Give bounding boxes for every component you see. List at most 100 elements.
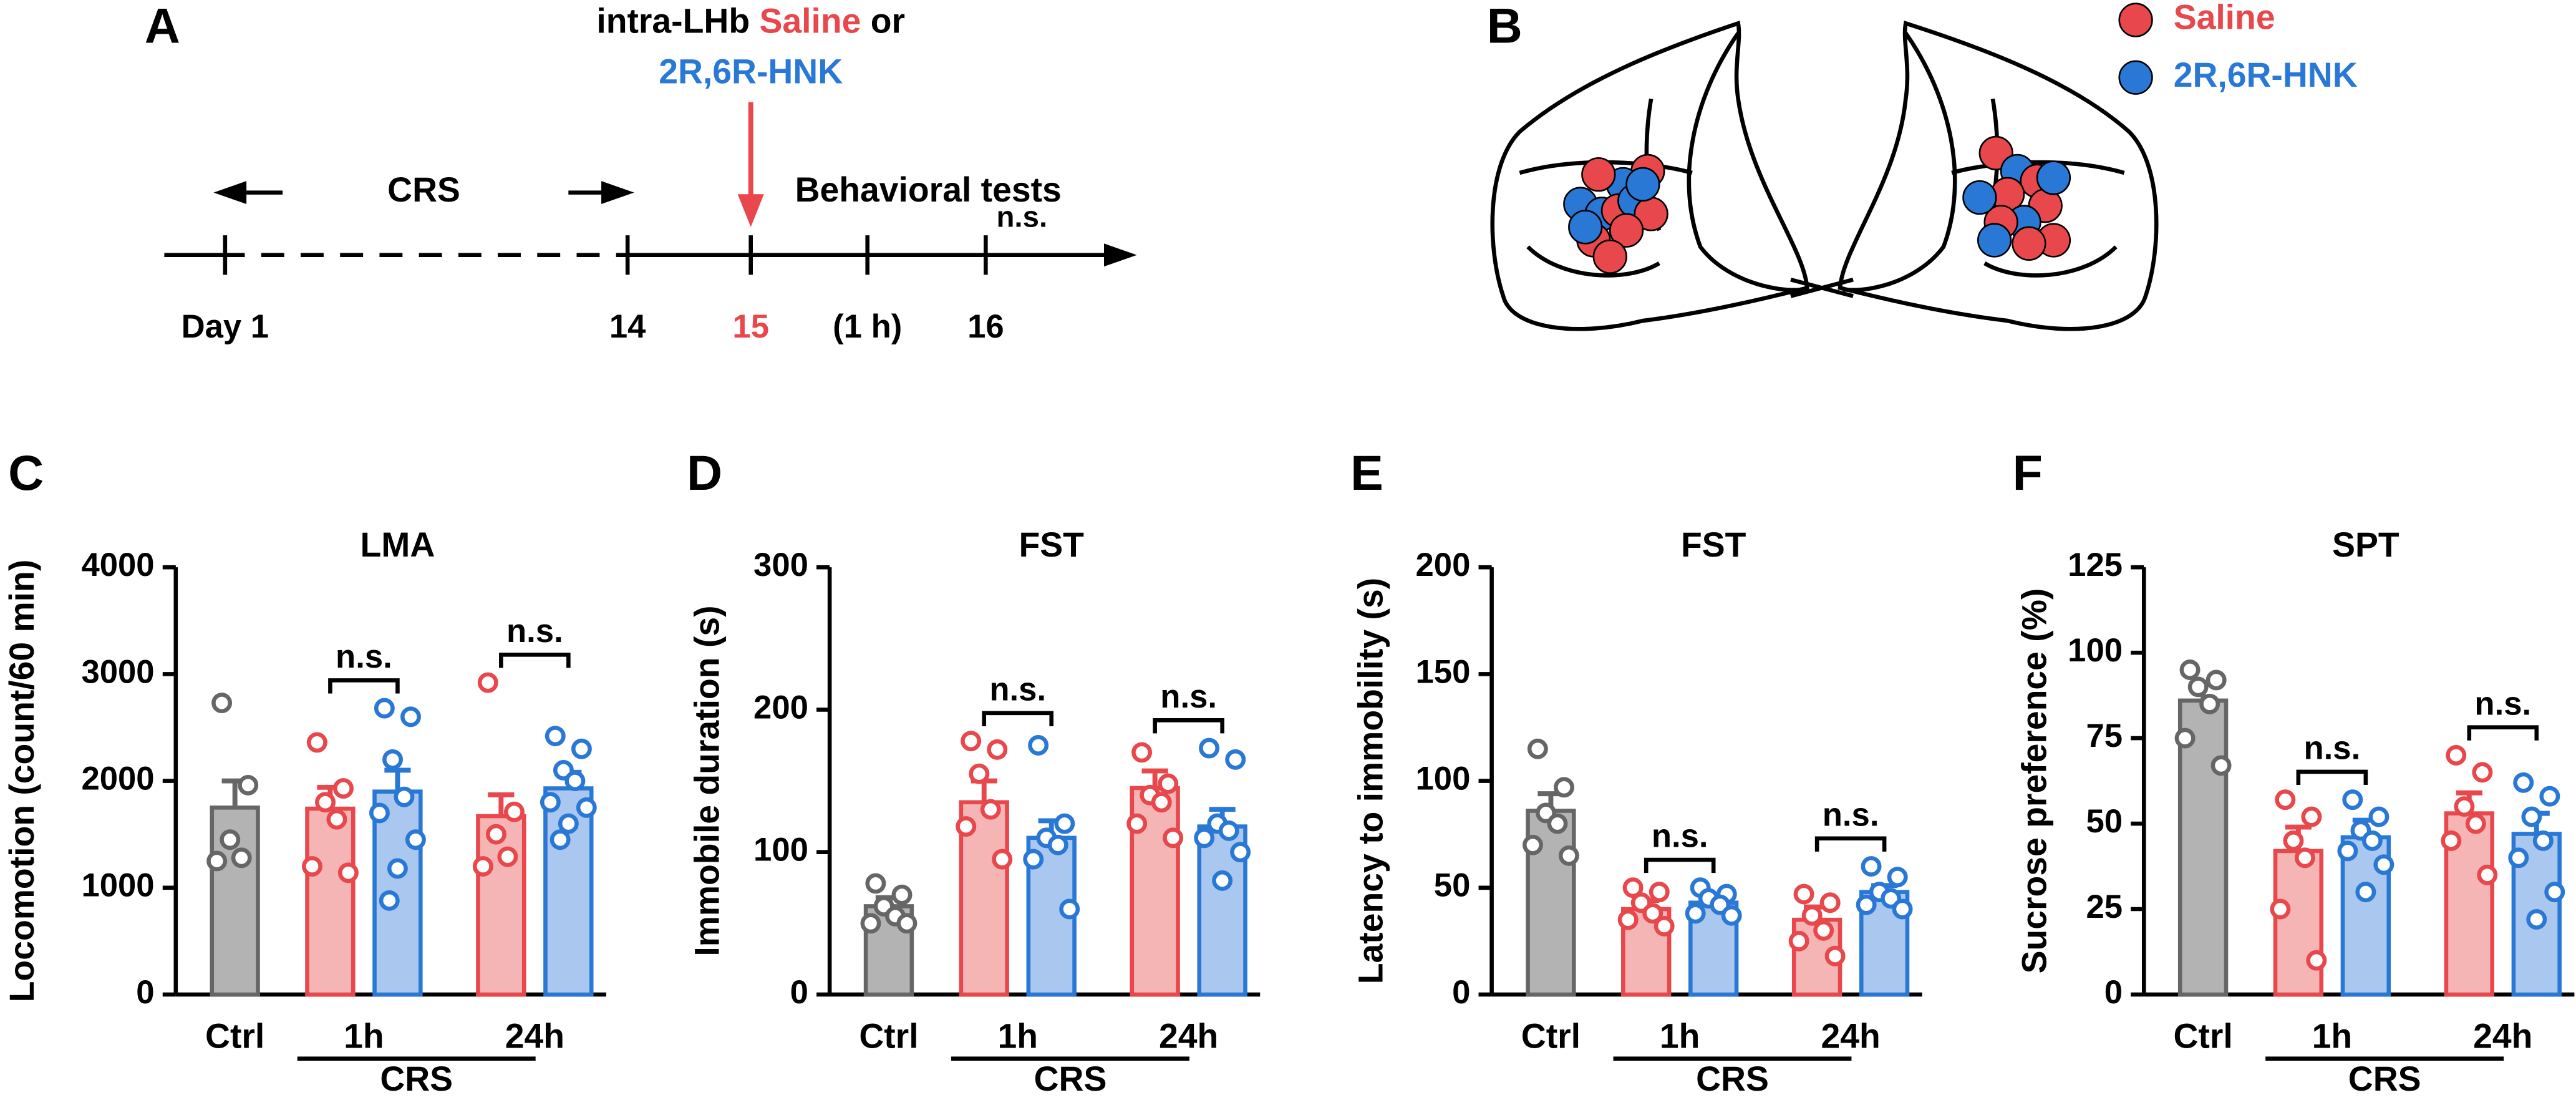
data-point — [2306, 950, 2327, 971]
legend-label: 2R,6R-HNK — [2174, 56, 2358, 94]
chart-title: FST — [1681, 525, 1746, 564]
data-point — [1151, 792, 1172, 813]
data-point — [1023, 849, 1044, 870]
data-point — [503, 801, 525, 822]
data-point — [1558, 845, 1579, 866]
data-point — [1856, 894, 1877, 915]
data-point — [472, 856, 493, 877]
arrowhead — [213, 181, 247, 205]
x-tick-label: 1h — [997, 1017, 1038, 1056]
day-label: Day 1 — [182, 308, 269, 345]
data-point — [1788, 930, 1809, 952]
bar — [2177, 698, 2229, 997]
panel-label: A — [145, 0, 180, 54]
data-point — [2446, 745, 2467, 766]
data-point — [1861, 856, 1882, 877]
legend-label: Saline — [2174, 0, 2275, 37]
x-tick-label: 24h — [505, 1017, 564, 1056]
data-point — [987, 739, 1008, 760]
data-point — [220, 829, 241, 850]
data-point — [896, 913, 918, 934]
legend-marker — [2118, 60, 2153, 95]
data-point — [231, 847, 252, 869]
data-point — [1131, 742, 1153, 763]
data-point — [1527, 738, 1548, 759]
site-marker — [1581, 157, 1616, 192]
data-point — [1642, 903, 1663, 924]
data-point — [1547, 813, 1568, 834]
y-tick-label: 100 — [753, 832, 808, 869]
data-point — [1047, 834, 1068, 855]
panel-label: C — [8, 445, 44, 500]
site-marker — [1568, 210, 1603, 245]
data-point — [860, 913, 881, 934]
y-tick-label: 50 — [1434, 867, 1471, 904]
data-point — [545, 726, 566, 747]
data-point — [1554, 777, 1574, 798]
data-point — [558, 813, 579, 834]
data-point — [400, 706, 421, 728]
data-point — [497, 846, 518, 867]
timeline — [164, 190, 1105, 275]
data-point — [2337, 840, 2358, 862]
data-point — [550, 829, 571, 850]
panel-label: F — [2013, 445, 2043, 500]
data-point — [2355, 882, 2376, 903]
data-point — [333, 778, 354, 799]
behavioral-label: Behavioral tests — [795, 170, 1062, 209]
arrowhead — [601, 181, 634, 205]
data-point — [2526, 908, 2547, 930]
injection-sites — [1563, 135, 2071, 274]
bar — [2340, 835, 2391, 997]
x-tick-label: 24h — [2473, 1017, 2532, 1056]
data-point — [337, 862, 359, 883]
data-point — [374, 698, 395, 719]
data-point — [1654, 915, 1675, 937]
injection-text: intra-LHb — [596, 1, 759, 40]
data-point — [2544, 882, 2565, 903]
data-point — [477, 672, 498, 693]
significance-bracket — [328, 678, 400, 694]
data-point — [326, 809, 347, 830]
data-point — [2441, 830, 2462, 851]
data-point — [2187, 676, 2209, 698]
data-point — [865, 873, 886, 894]
site-marker — [2036, 160, 2071, 195]
data-point — [956, 816, 977, 837]
y-tick-label: 100 — [1416, 760, 1471, 797]
y-tick-label: 25 — [2086, 888, 2123, 925]
group-label: CRS — [1034, 1059, 1107, 1098]
x-tick-label: 1h — [344, 1017, 384, 1056]
data-point — [2179, 660, 2201, 680]
y-tick-label: 125 — [2068, 547, 2123, 583]
y-tick-label: 4000 — [81, 547, 154, 583]
significance-bracket — [1814, 836, 1887, 852]
x-tick-label: Ctrl — [205, 1017, 264, 1056]
data-point — [2465, 813, 2486, 834]
data-point — [1819, 892, 1841, 913]
data-point — [1059, 898, 1080, 920]
bar — [476, 814, 526, 997]
brain-contour — [1526, 245, 2118, 278]
group-label: CRS — [2348, 1059, 2421, 1098]
y-tick-label: 75 — [2086, 718, 2123, 754]
data-point — [891, 884, 913, 905]
data-point — [969, 763, 990, 784]
data-point — [1054, 813, 1075, 834]
data-point — [540, 792, 561, 813]
data-point — [2361, 830, 2383, 851]
data-point — [1801, 905, 1823, 926]
left-hemisphere — [1490, 21, 1809, 331]
data-point — [1194, 827, 1215, 849]
data-point — [382, 749, 403, 770]
data-point — [1793, 883, 1814, 905]
significance-bracket — [1153, 718, 1224, 734]
significance-label: n.s. — [2304, 730, 2361, 767]
data-point — [2508, 847, 2529, 869]
y-axis-label: Sucrose preference (%) — [2015, 588, 2054, 974]
data-point — [564, 771, 586, 792]
data-point — [980, 799, 1001, 820]
data-point — [1813, 920, 1834, 941]
data-point — [2174, 728, 2196, 749]
right-hemisphere — [1838, 21, 2159, 331]
